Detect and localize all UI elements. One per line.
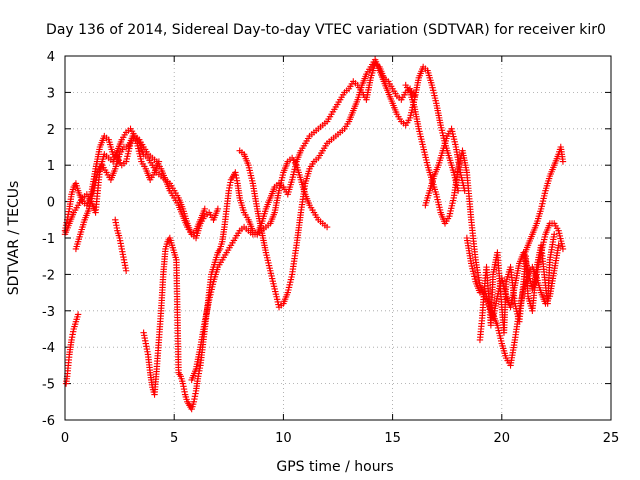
y-tick-label: -6	[42, 414, 55, 429]
series-arc-c	[72, 132, 163, 253]
series-arc-g	[236, 56, 462, 311]
x-tick-label: 25	[603, 431, 620, 446]
data-point	[555, 242, 562, 249]
data-point	[559, 245, 567, 253]
chart-title: Day 136 of 2014, Sidereal Day-to-day VTE…	[46, 22, 606, 38]
y-tick-label: 2	[47, 123, 55, 138]
y-tick-label: 1	[47, 159, 55, 174]
series-arc-m	[476, 231, 558, 344]
data-point	[214, 205, 222, 213]
series-arc-d	[62, 311, 82, 387]
x-tick-labels: 0 5 10 15 20 25	[61, 431, 619, 446]
data-point	[323, 223, 331, 231]
y-tick-label: -2	[42, 268, 55, 283]
data-point	[74, 311, 82, 318]
plot-frame	[64, 55, 612, 421]
y-tick-label: 4	[47, 50, 55, 65]
y-tick-label: -1	[42, 232, 55, 247]
data-point	[201, 205, 208, 213]
data-point	[551, 231, 558, 238]
y-tick-label: 0	[47, 196, 55, 211]
data-series	[61, 56, 567, 413]
x-tick-label: 15	[384, 431, 401, 446]
series-arc-e	[112, 216, 130, 274]
y-tick-label: -5	[42, 378, 55, 393]
x-axis-label: GPS time / hours	[276, 459, 393, 475]
y-axis-label: SDTVAR / TECUs	[6, 181, 22, 296]
grid	[65, 56, 611, 420]
series-arc-f	[140, 60, 418, 413]
data-point	[122, 267, 130, 274]
data-point	[454, 187, 462, 194]
x-tick-label: 10	[275, 431, 292, 446]
series-arc-j	[422, 125, 468, 209]
x-tick-label: 0	[61, 431, 69, 446]
data-point	[461, 187, 468, 194]
y-tick-labels: -6 -5 -4 -3 -2 -1 0 1 2 3 4	[42, 50, 55, 429]
data-point	[559, 158, 567, 165]
data-point	[155, 158, 163, 165]
x-tick-label: 20	[494, 431, 511, 446]
x-tick-label: 5	[170, 431, 178, 446]
series-arc-h	[188, 154, 331, 384]
y-tick-label: 3	[47, 86, 55, 101]
y-tick-label: -4	[42, 341, 55, 356]
y-tick-label: -3	[42, 305, 55, 320]
